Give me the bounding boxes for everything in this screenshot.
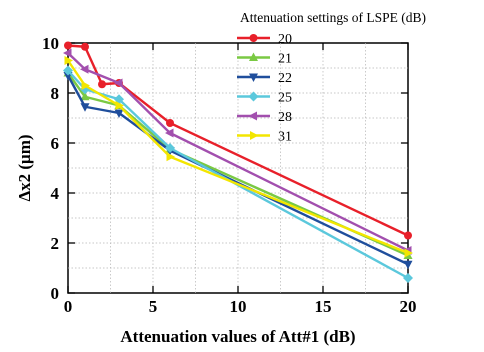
legend-label: 31 — [278, 130, 292, 145]
data-point — [115, 101, 124, 110]
data-point — [165, 143, 175, 153]
data-point — [403, 260, 413, 270]
legend-item-20: 20 — [237, 32, 292, 47]
legend-item-21: 21 — [237, 52, 292, 67]
legend-label: 28 — [278, 110, 292, 125]
x-tick-label: 20 — [400, 297, 417, 316]
x-axis-title: Attenuation values of Att#1 (dB) — [120, 327, 355, 346]
y-tick-label: 2 — [51, 234, 60, 253]
y-tick-label: 0 — [51, 284, 60, 303]
y-tick-label: 10 — [42, 34, 59, 53]
data-point — [248, 91, 259, 102]
data-point — [80, 91, 90, 101]
series-28 — [63, 48, 412, 255]
data-point — [403, 273, 413, 283]
legend-item-31: 31 — [237, 130, 292, 145]
data-point — [63, 48, 72, 58]
legend-item-22: 22 — [237, 71, 292, 86]
series-25 — [63, 65, 413, 283]
legend: Attenuation settings of LSPE (dB) 20 21 22… — [237, 10, 426, 145]
data-point — [249, 73, 258, 82]
x-tick-label: 5 — [149, 297, 158, 316]
x-tick-label: 10 — [230, 297, 247, 316]
data-point — [81, 81, 90, 90]
data-point — [81, 42, 89, 51]
x-tick-label: 0 — [64, 297, 73, 316]
data-point — [249, 52, 258, 61]
data-point — [114, 78, 123, 88]
data-point — [166, 152, 175, 162]
y-tick-labels: 0 2 4 6 8 10 — [42, 34, 60, 303]
y-tick-label: 4 — [51, 184, 60, 203]
y-tick-label: 6 — [51, 134, 60, 153]
x-tick-labels: 0 5 10 15 20 — [64, 297, 417, 316]
data-point — [80, 64, 89, 74]
x-tick-label: 15 — [315, 297, 332, 316]
legend-title: Attenuation settings of LSPE (dB) — [240, 10, 426, 25]
data-point — [165, 128, 174, 138]
data-point — [248, 111, 257, 121]
series-20 — [64, 41, 412, 240]
legend-item-25: 25 — [237, 91, 292, 106]
legend-item-28: 28 — [237, 110, 292, 125]
data-point — [250, 131, 259, 140]
y-tick-label: 8 — [51, 84, 60, 103]
data-point — [404, 231, 412, 240]
data-point — [64, 56, 73, 65]
data-point — [80, 103, 90, 112]
series-line — [67, 44, 409, 237]
data-point — [166, 119, 174, 127]
data-point — [63, 65, 73, 76]
data-point — [114, 109, 124, 118]
legend-label: 22 — [278, 71, 292, 86]
legend-label: 20 — [278, 32, 292, 47]
data-point — [64, 41, 72, 50]
data-point — [249, 34, 258, 42]
y-axis-title: Δx2 (μm) — [15, 134, 34, 201]
series-layer — [63, 41, 413, 283]
legend-label: 21 — [278, 52, 292, 67]
data-point — [98, 80, 106, 89]
legend-label: 25 — [278, 91, 292, 106]
data-point — [404, 248, 413, 258]
series-31 — [64, 56, 413, 258]
